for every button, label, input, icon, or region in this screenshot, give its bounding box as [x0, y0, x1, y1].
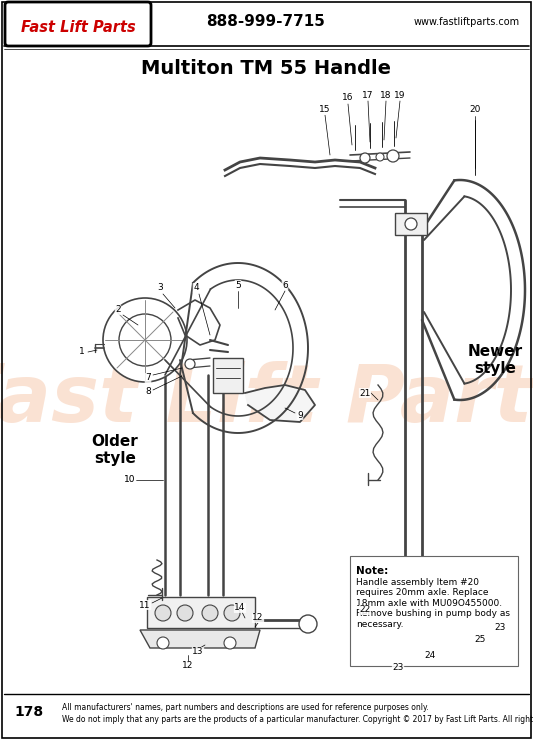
- Text: 23: 23: [494, 624, 506, 633]
- Text: 13: 13: [192, 648, 204, 656]
- Text: 5: 5: [235, 280, 241, 289]
- Polygon shape: [388, 590, 438, 625]
- Circle shape: [491, 624, 509, 642]
- FancyBboxPatch shape: [147, 597, 255, 628]
- Text: 19: 19: [394, 90, 406, 99]
- Circle shape: [119, 314, 171, 366]
- Text: 20: 20: [470, 106, 481, 115]
- Circle shape: [155, 605, 171, 621]
- Text: Note:: Note:: [356, 566, 388, 576]
- Circle shape: [103, 298, 187, 382]
- Circle shape: [224, 605, 240, 621]
- Text: 1: 1: [79, 348, 85, 357]
- Text: Handle assembly Item #20
requires 20mm axle. Replace
18mm axle with MU09O455000.: Handle assembly Item #20 requires 20mm a…: [356, 578, 510, 628]
- Text: All manufacturers' names, part numbers and descriptions are used for reference p: All manufacturers' names, part numbers a…: [62, 702, 429, 711]
- FancyBboxPatch shape: [395, 213, 427, 235]
- Text: 18: 18: [380, 90, 392, 99]
- Circle shape: [392, 626, 404, 638]
- Text: 4: 4: [193, 283, 199, 292]
- Text: 25: 25: [474, 636, 486, 645]
- Text: 888-999-7715: 888-999-7715: [207, 15, 326, 30]
- Text: 22: 22: [359, 605, 370, 614]
- Text: Older
style: Older style: [92, 434, 139, 466]
- Text: 10: 10: [124, 476, 136, 485]
- Text: 17: 17: [362, 90, 374, 99]
- Circle shape: [202, 605, 218, 621]
- Text: 7: 7: [145, 374, 151, 383]
- Text: 9: 9: [297, 411, 303, 420]
- Text: 3: 3: [157, 283, 163, 292]
- Text: 12: 12: [182, 662, 193, 670]
- Text: Fast Lift Parts: Fast Lift Parts: [0, 361, 533, 439]
- Text: www.fastliftparts.com: www.fastliftparts.com: [414, 17, 520, 27]
- Circle shape: [429, 626, 441, 638]
- Text: 24: 24: [424, 650, 435, 659]
- Circle shape: [224, 637, 236, 649]
- Text: 15: 15: [319, 106, 331, 115]
- FancyBboxPatch shape: [350, 556, 518, 666]
- Text: Fast Lift Parts: Fast Lift Parts: [21, 19, 135, 35]
- Polygon shape: [245, 385, 315, 422]
- Text: Newer
style: Newer style: [467, 344, 522, 376]
- Text: 178: 178: [14, 705, 43, 719]
- Text: 23: 23: [392, 664, 403, 673]
- Text: 2: 2: [115, 306, 121, 314]
- Circle shape: [405, 218, 417, 230]
- Circle shape: [408, 630, 422, 644]
- Text: Multiton TM 55 Handle: Multiton TM 55 Handle: [141, 58, 391, 78]
- Text: 16: 16: [342, 93, 354, 103]
- Text: 10: 10: [124, 476, 136, 485]
- Circle shape: [360, 153, 370, 163]
- FancyBboxPatch shape: [385, 615, 445, 655]
- Text: 6: 6: [282, 280, 288, 289]
- Circle shape: [299, 615, 317, 633]
- Circle shape: [387, 150, 399, 162]
- Circle shape: [391, 651, 405, 665]
- Text: 12: 12: [252, 613, 264, 622]
- Text: 14: 14: [235, 604, 246, 613]
- Text: We do not imply that any parts are the products of a particular manufacturer. Co: We do not imply that any parts are the p…: [62, 716, 533, 724]
- FancyBboxPatch shape: [5, 2, 151, 46]
- Polygon shape: [140, 630, 260, 648]
- Circle shape: [185, 359, 195, 369]
- Text: 21: 21: [359, 388, 370, 397]
- Circle shape: [177, 605, 193, 621]
- Circle shape: [157, 637, 169, 649]
- Text: 8: 8: [145, 388, 151, 397]
- Text: 11: 11: [139, 600, 151, 610]
- FancyBboxPatch shape: [213, 358, 243, 393]
- Circle shape: [376, 153, 384, 161]
